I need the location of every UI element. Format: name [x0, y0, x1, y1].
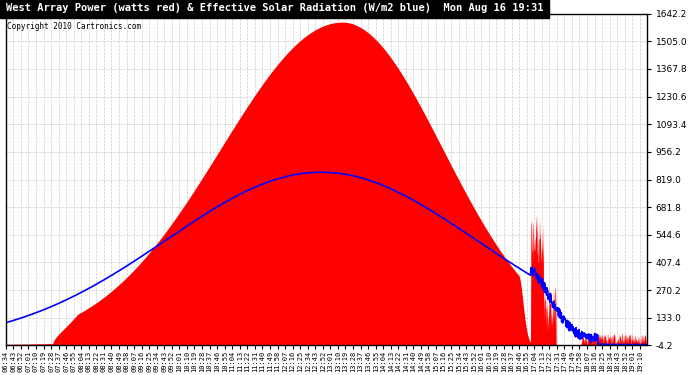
Text: West Array Power (watts red) & Effective Solar Radiation (W/m2 blue)  Mon Aug 16: West Array Power (watts red) & Effective… — [6, 3, 543, 13]
Text: Copyright 2010 Cartronics.com: Copyright 2010 Cartronics.com — [7, 22, 141, 31]
